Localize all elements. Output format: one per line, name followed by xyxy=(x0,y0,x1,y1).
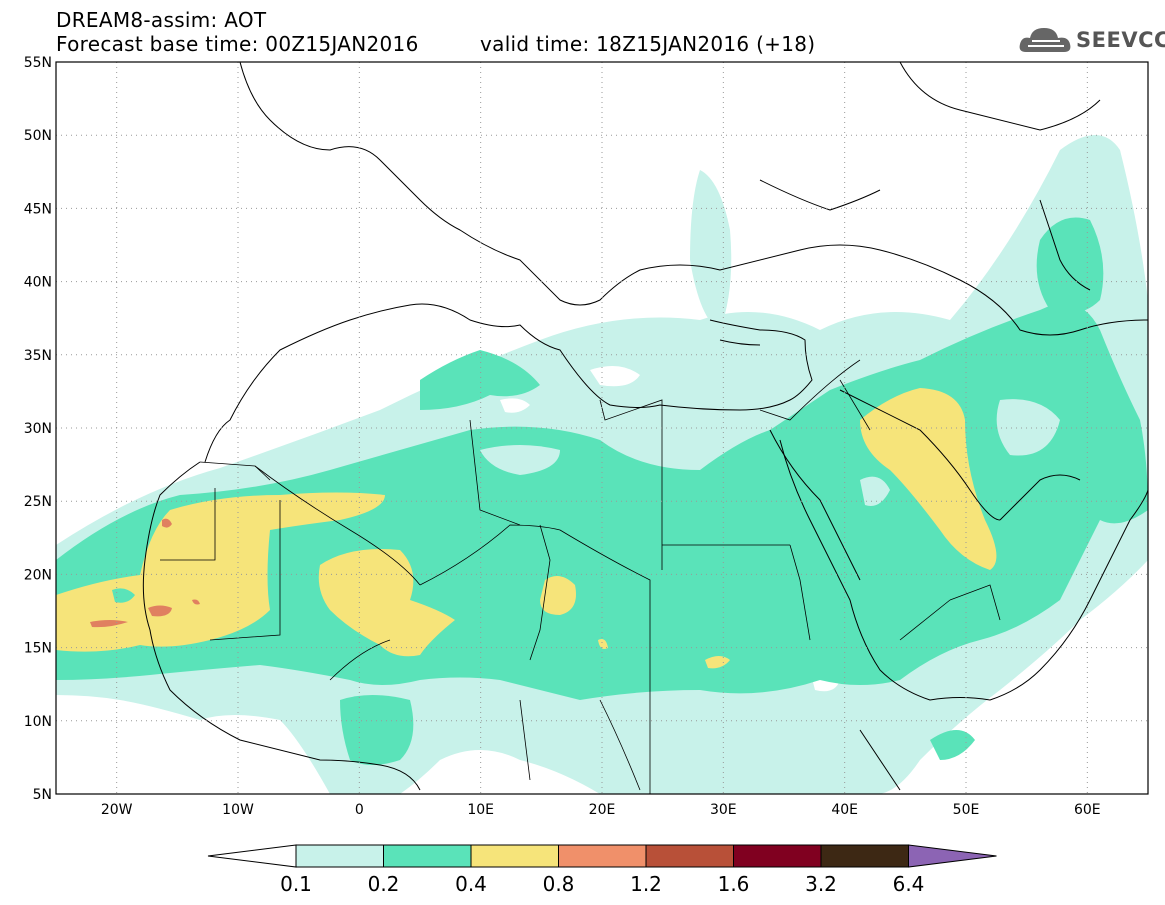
legend-swatch xyxy=(558,844,647,868)
latitude-labels: 55N 50N 45N 40N 35N 30N 25N 20N 15N 10N 5N xyxy=(24,55,52,803)
aot-level-0.4 xyxy=(56,388,997,669)
legend-swatch xyxy=(295,844,384,868)
legend-swatch xyxy=(733,844,822,868)
legend-swatch xyxy=(820,844,909,868)
lon-label: 60E xyxy=(1074,802,1101,818)
lon-label: 20W xyxy=(101,802,133,818)
legend-swatch-below xyxy=(207,844,297,868)
aot-level-0.8 xyxy=(90,518,200,628)
lon-label: 50E xyxy=(953,802,980,818)
lat-label: 30N xyxy=(24,421,52,437)
aot-level-0.1-inner xyxy=(480,399,1060,506)
legend-label: 0.2 xyxy=(368,872,400,896)
title-line-3: valid time: 18Z15JAN2016 (+18) xyxy=(480,32,816,56)
legend-label: 1.2 xyxy=(630,872,662,896)
cloud-icon xyxy=(1019,28,1071,52)
lat-label: 45N xyxy=(24,201,52,217)
lon-label: 40E xyxy=(831,802,858,818)
map-area xyxy=(56,62,1148,794)
legend-label: 3.2 xyxy=(805,872,837,896)
logo-text: SEEVCCC xyxy=(1076,28,1165,52)
lat-label: 5N xyxy=(33,787,52,803)
lat-label: 35N xyxy=(24,348,52,364)
longitude-labels: 20W 10W 0 10E 20E 30E 40E 50E 60E xyxy=(101,802,1101,818)
legend-label: 6.4 xyxy=(893,872,925,896)
legend-label: 1.6 xyxy=(718,872,750,896)
lat-label: 50N xyxy=(24,128,52,144)
color-legend: 0.1 0.2 0.4 0.8 1.2 1.6 3.2 6.4 xyxy=(207,844,997,896)
legend-label: 0.1 xyxy=(280,872,312,896)
legend-swatch xyxy=(383,844,472,868)
legend-swatch xyxy=(645,844,734,868)
aot-level-0.2-inner xyxy=(112,588,135,603)
lon-label: 20E xyxy=(589,802,616,818)
coastlines xyxy=(142,62,1148,791)
political-borders xyxy=(160,359,1001,794)
lon-label: 30E xyxy=(710,802,737,818)
lat-label: 25N xyxy=(24,494,52,510)
lat-label: 10N xyxy=(24,714,52,730)
legend-label: 0.8 xyxy=(543,872,575,896)
legend-swatch xyxy=(470,844,559,868)
lat-label: 20N xyxy=(24,567,52,583)
title-line-2: Forecast base time: 00Z15JAN2016 xyxy=(56,32,419,56)
seevccc-logo: SEEVCCC xyxy=(1018,22,1165,56)
lon-label: 0 xyxy=(355,802,364,818)
map-frame xyxy=(55,61,1149,795)
graticule xyxy=(56,62,1148,794)
lon-label: 10W xyxy=(222,802,254,818)
lon-label: 10E xyxy=(467,802,494,818)
title-line-1: DREAM8-assim: AOT xyxy=(56,8,267,32)
legend-label: 0.4 xyxy=(455,872,487,896)
legend-swatch-above xyxy=(908,844,997,868)
lat-label: 55N xyxy=(24,55,52,71)
lat-label: 15N xyxy=(24,641,52,657)
lat-label: 40N xyxy=(24,275,52,291)
